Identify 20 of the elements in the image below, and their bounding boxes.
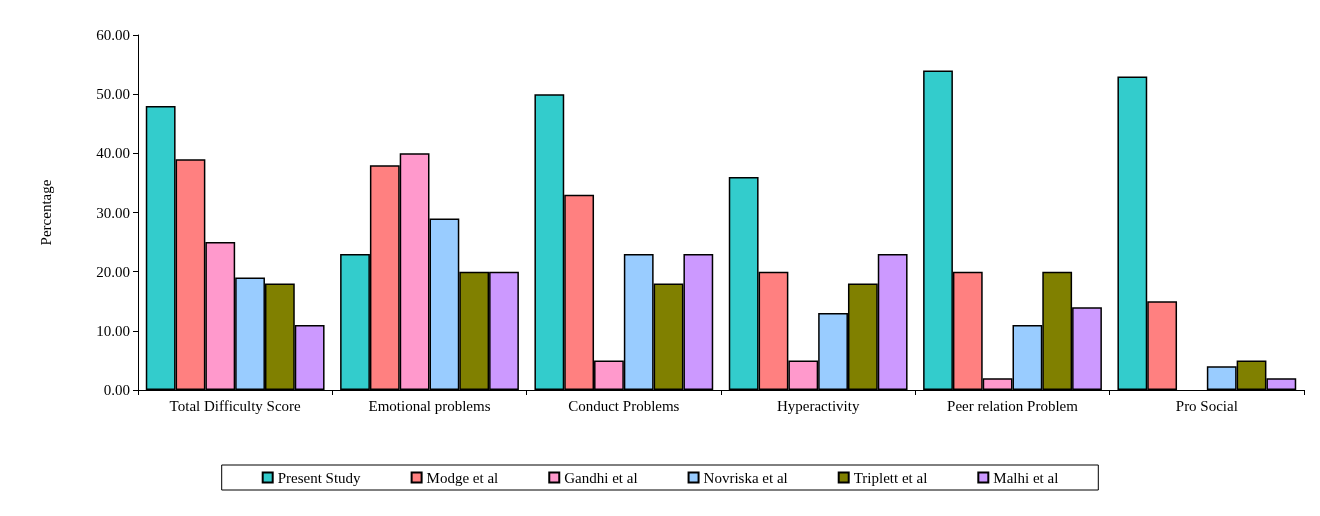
y-axis-title: Percentage [37, 179, 54, 246]
legend-label: Present Study [277, 469, 362, 486]
y-tick-label: 40.00 [96, 145, 130, 162]
x-tick-label: Total Difficulty Score [169, 397, 302, 414]
x-tick-label: Conduct Problems [568, 397, 680, 414]
x-tick-label: Pro Social [1175, 397, 1238, 414]
legend-label: Gandhi et al [564, 469, 638, 486]
y-tick-label: 0.00 [103, 382, 130, 398]
x-tick-label: Hyperactivity [776, 397, 860, 414]
legend-label: Modge et al [426, 469, 499, 486]
legend-label: Novriska et al [703, 469, 788, 486]
x-tick-label: Peer relation Problem [947, 397, 1079, 414]
legend-label: Malhi et al [993, 469, 1059, 486]
y-tick-label: 30.00 [96, 204, 130, 221]
y-tick-label: 10.00 [96, 322, 130, 339]
y-tick-label: 50.00 [96, 86, 130, 103]
y-tick-label: 20.00 [96, 263, 130, 280]
x-tick-label: Emotional problems [368, 397, 491, 414]
y-tick-label: 60.00 [96, 27, 130, 43]
legend-label: Triplett et al [853, 469, 928, 486]
